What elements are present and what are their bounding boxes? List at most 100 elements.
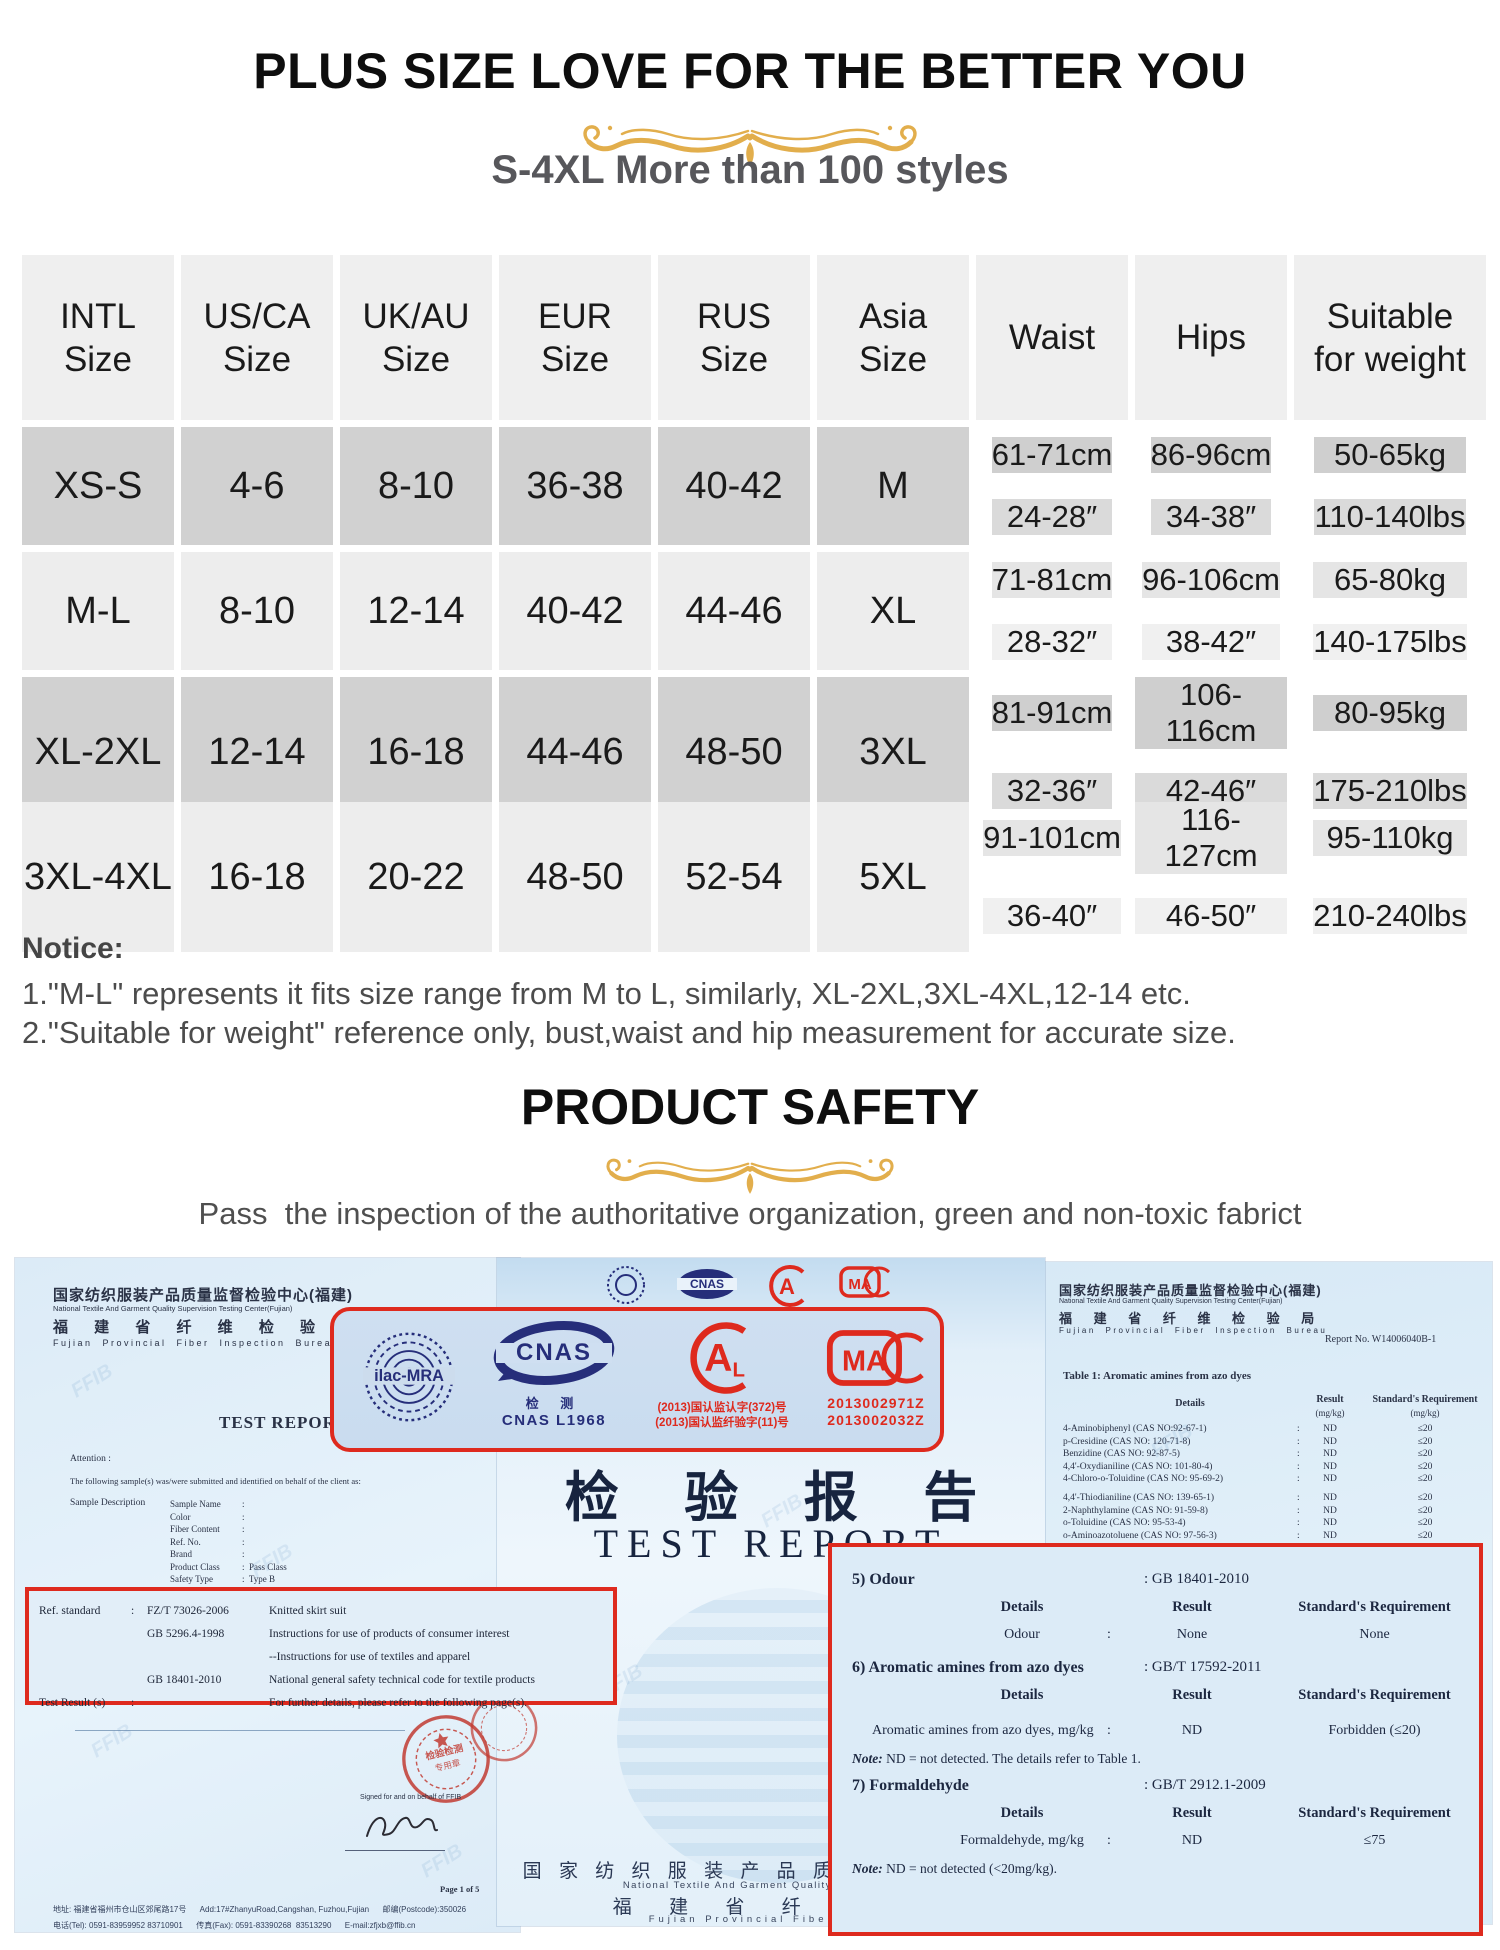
waist-cm: 61-71cm [991,437,1113,473]
azo-dye-row: p-Cresidine (CAS NO: 120-71-8) : ND ≤20 [1063,1436,1433,1447]
cal-cert-line2: (2013)国认监纤验字(11)号 [655,1417,789,1429]
sample-field-row: Safety Type: Type B [170,1574,275,1584]
waist-in: 32-36″ [991,773,1113,809]
page-title: PLUS SIZE LOVE FOR THE BETTER YOU [253,43,1247,99]
ma-cert-number1: 2013002971Z [827,1395,925,1411]
accreditation-logos-callout: ilac-MRA CNAS 检 测 CNAS L1968 A L [330,1307,944,1452]
note-line: Note: ND = not detected (<20mg/kg). [852,1861,1057,1876]
mid-footer-en2: Fujian Provincial Fiber Inspec [648,1914,894,1925]
ma-logo-group: MA 2013002971Z 2013002032Z [806,1311,946,1448]
us-size: 16-18 [181,802,333,952]
waist-cm: 91-101cm [983,820,1121,856]
test-report-title: TEST REPORT [219,1413,348,1432]
weight-kg: 65-80kg [1313,562,1467,598]
intl-size: XS-S [22,427,174,545]
azo-dye-rows: 4-Aminobiphenyl (CAS NO:92-67-1) : ND ≤2… [1025,1424,1492,1543]
hips-cell: 86-96cm 34-38″ [1135,427,1287,545]
column-header-requirement: Standard's Requirement [1372,1394,1478,1405]
test-results-callout: 5) Odour: GB 18401-2010 Details Result Sta… [828,1543,1483,1936]
column-header: US/CA Size [181,255,333,420]
column-header: INTL Size [22,255,174,420]
us-size: 8-10 [181,552,333,670]
cal-icon: A [769,1265,805,1307]
report-title-cn: 检 验 报 告 [564,1468,1004,1528]
gold-flourish-icon [583,104,930,166]
uk-size: 8-10 [340,427,492,545]
waist-in: 36-40″ [983,898,1121,934]
footer-address: 地址: 福建省福州市仓山区郊尾路17号 Add:17#ZhanyuRoad,Ca… [53,1905,467,1914]
page-number: Page 1 of 5 [440,1884,480,1894]
svg-text:ilac-MRA: ilac-MRA [374,1367,444,1385]
sample-field-row: Color: [170,1511,245,1522]
waist-cell: 61-71cm 24-28″ [976,427,1128,545]
hips-in: 34-38″ [1150,499,1272,535]
waist-cell: 91-101cm 36-40″ [976,802,1128,952]
ma-icon: MA [839,1266,891,1298]
weight-lbs: 140-175lbs [1313,624,1467,660]
sample-field-row: Fiber Content: [170,1524,245,1534]
waist-cell: 71-81cm 28-32″ [976,552,1128,670]
asia-size: M [817,427,969,545]
uk-size: 12-14 [340,552,492,670]
results-column-headers: Details Result Standard's Requirement [1000,1599,1451,1615]
table1-label: Table 1: Aromatic amines from azo dyes [1063,1370,1252,1382]
subtitle: S-4XL More than 100 styles [491,148,1009,192]
notice-block: Notice: 1."M-L" represents it fits size … [22,932,1236,1052]
ref-standard-row: Test Result (s): For further details, ple… [39,1697,528,1709]
hips-cell: 106-116cm 42-46″ [1135,677,1287,827]
divider-line [75,1730,405,1731]
gold-flourish-icon [606,1140,905,1194]
column-header: RUS Size [658,255,810,420]
ma-cert-number2: 2013002032Z [827,1412,925,1428]
azo-dye-row: 4-Aminobiphenyl (CAS NO:92-67-1) : ND ≤2… [1063,1424,1433,1434]
signature-line [345,1850,445,1851]
red-stamp-icon: 检验检测 专用章 [402,1715,490,1803]
notice-line: 1."M-L" represents it fits size range fr… [22,976,1191,1011]
org-name-cn: 国家纺织服装产品质量监督检验中心(福建) [1059,1283,1322,1298]
ilac-mra-logo-group: ilac-MRA [348,1311,470,1448]
ilac-mra-icon [607,1266,645,1304]
cnas-icon: CNAS [493,1321,615,1385]
ref-standard-row: Ref. standard: FZ/T 73026-2006 Knitted ski… [39,1605,347,1617]
cal-cert-line1: (2013)国认监认字(372)号 [657,1402,787,1414]
formaldehyde-section-heading: 7) Formaldehyde: GB/T 2912.1-2009 [852,1777,1266,1794]
org-name-cn: 国家纺织服装产品质量监督检验中心(福建) [53,1287,353,1304]
bureau-name-cn: 福 建 省 纤 维 检 验 局 [1059,1311,1324,1326]
cnas-cn-label: 检 测 [525,1396,583,1411]
notice-label: Notice: [22,932,124,965]
eur-size: 40-42 [499,552,651,670]
report-number: Report No. W14006040B-1 [1325,1334,1437,1345]
hips-cm: 106-116cm [1135,677,1287,749]
ilac-mra-icon: ilac-MRA [362,1332,456,1422]
sample-field-row: Brand: [170,1549,245,1559]
hips-in: 38-42″ [1142,624,1280,660]
size-chart-table: INTL Size US/CA Size UK/AU Size EUR Size RUS… [22,255,1486,952]
svg-text:MA: MA [842,1346,887,1378]
column-header-details: Details [1175,1398,1205,1409]
svg-text:A: A [704,1337,732,1380]
notice-line: 2."Suitable for weight" reference only, … [22,1015,1236,1050]
column-header: Hips [1135,255,1287,420]
column-header-result: Result [1316,1394,1344,1405]
eur-size: 36-38 [499,427,651,545]
waist-in: 24-28″ [991,499,1113,535]
sample-field-row: Ref. No.: [170,1536,245,1547]
size-chart-header-row: INTL Size US/CA Size UK/AU Size EUR Size RUS… [22,255,1486,420]
ref-standard-row: GB 5296.4-1998 Instructions for use of pr… [147,1628,510,1640]
table-row: M-L 8-10 12-14 40-42 44-46 XL 71-81cm 28… [22,552,1486,670]
us-size: 4-6 [181,427,333,545]
weight-cell: 65-80kg 140-175lbs [1294,552,1486,670]
hips-cm: 86-96cm [1150,437,1272,473]
hips-in: 46-50″ [1135,898,1287,934]
waist-cm: 71-81cm [991,562,1113,598]
sample-field-row: Product Class: Pass Class [170,1561,287,1572]
azo-dye-row: 4,4'-Thiodianiline (CAS NO: 139-65-1) : … [1063,1492,1433,1503]
table-row: XS-S 4-6 8-10 36-38 40-42 M 61-71cm 24-2… [22,427,1486,545]
waist-cm: 81-91cm [991,695,1113,731]
rus-size: 44-46 [658,552,810,670]
bureau-name-en: Fujian Provincial Fiber Inspection Burea… [1059,1326,1328,1335]
rus-size: 40-42 [658,427,810,545]
org-name-en: National Textile And Garment Quality Sup… [1059,1298,1283,1305]
svg-text:L: L [732,1360,744,1382]
